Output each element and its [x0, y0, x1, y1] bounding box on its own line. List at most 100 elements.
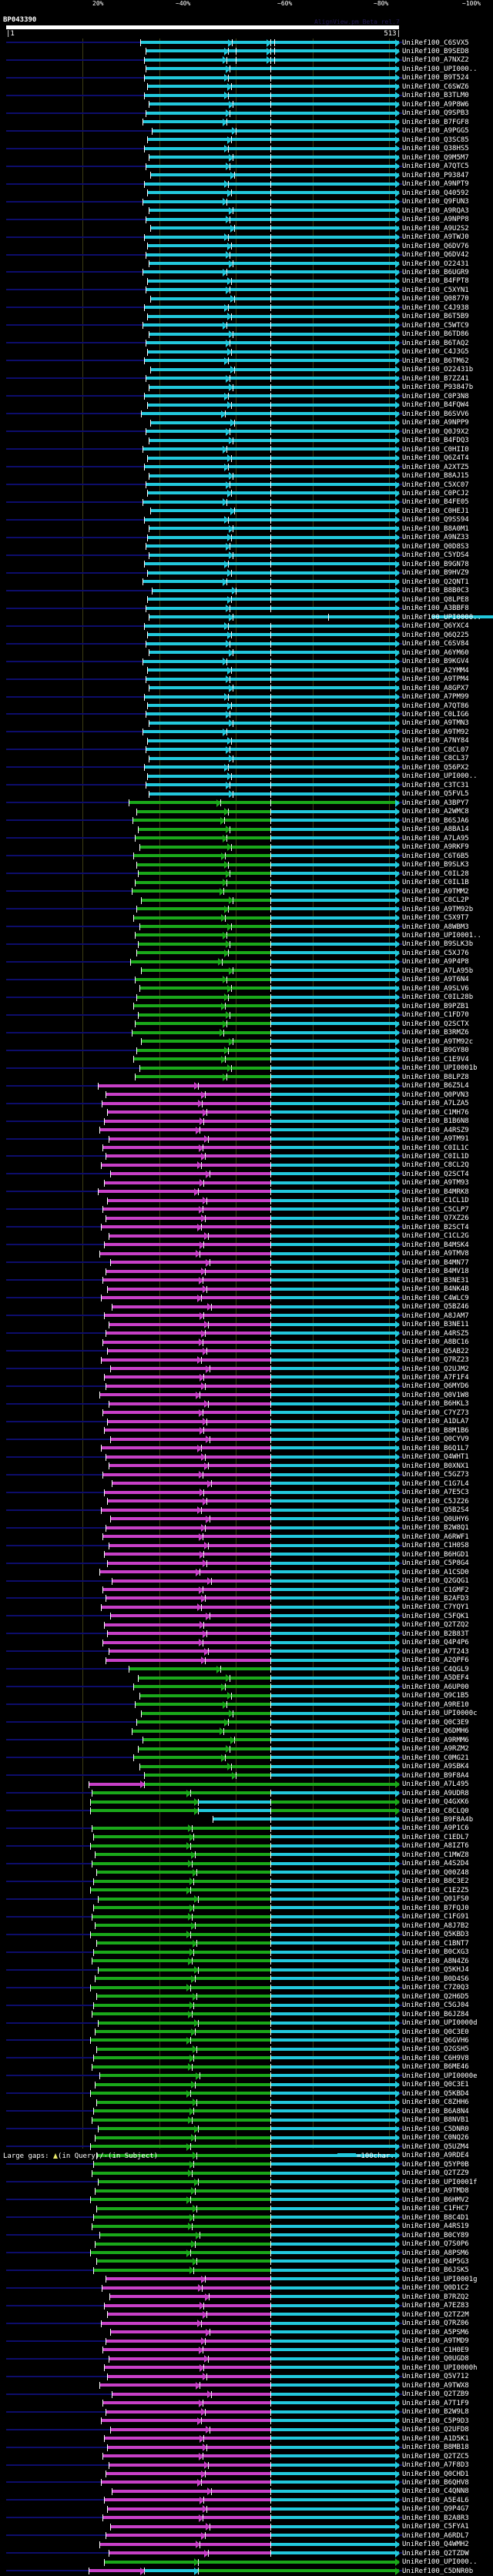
- alignment-row[interactable]: UniRef100_A6RWF1: [0, 1533, 493, 1541]
- alignment-row[interactable]: UniRef100_UPI0000..: [0, 613, 493, 621]
- hit-accession-label[interactable]: UniRef100_A8J7B2: [402, 1921, 469, 1930]
- hit-accession-label[interactable]: UniRef100_B0D4S6: [402, 1975, 469, 1983]
- alignment-row[interactable]: UniRef100_C1G7L4: [0, 1479, 493, 1488]
- alignment-row[interactable]: UniRef100_Q2TZ2M: [0, 2310, 493, 2319]
- hit-accession-label[interactable]: UniRef100_C0LIG6: [402, 710, 469, 719]
- alignment-row[interactable]: UniRef100_A8N4Z6: [0, 1957, 493, 1965]
- alignment-row[interactable]: UniRef100_C6SVX5: [0, 39, 493, 47]
- hit-accession-label[interactable]: UniRef100_Q2UJM2: [402, 1365, 469, 1373]
- alignment-row[interactable]: UniRef100_B6T5B9: [0, 313, 493, 321]
- hit-accession-label[interactable]: UniRef100_B6ME46: [402, 2063, 469, 2072]
- alignment-row[interactable]: UniRef100_C8ZHH6: [0, 2099, 493, 2107]
- hit-accession-label[interactable]: UniRef100_A6RWF1: [402, 1533, 469, 1541]
- alignment-row[interactable]: UniRef100_B6ME46: [0, 2063, 493, 2072]
- alignment-row[interactable]: UniRef100_B6Q1L7: [0, 1444, 493, 1452]
- alignment-row[interactable]: UniRef100_C4QNN8: [0, 2487, 493, 2496]
- hit-accession-label[interactable]: UniRef100_A9RE10: [402, 1700, 469, 1709]
- alignment-row[interactable]: UniRef100_B6TAQ2: [0, 339, 493, 347]
- hit-accession-label[interactable]: UniRef100_A7LA95b: [402, 966, 474, 975]
- hit-accession-label[interactable]: UniRef100_Q2UFD8: [402, 2426, 469, 2434]
- hit-accession-label[interactable]: UniRef100_O22431: [402, 260, 469, 268]
- alignment-row[interactable]: UniRef100_B8A0M1: [0, 524, 493, 533]
- alignment-row[interactable]: UniRef100_B6QHV8: [0, 2478, 493, 2487]
- hit-accession-label[interactable]: UniRef100_Q5V712: [402, 2373, 469, 2381]
- alignment-row[interactable]: UniRef100_Q7S0P6: [0, 2240, 493, 2249]
- hit-accession-label[interactable]: UniRef100_B6UGR9: [402, 268, 469, 276]
- alignment-row[interactable]: UniRef100_Q5FVL5: [0, 790, 493, 799]
- alignment-row[interactable]: UniRef100_Q6Z4T4: [0, 454, 493, 463]
- alignment-row[interactable]: UniRef100_B2AFD3: [0, 1594, 493, 1603]
- alignment-row[interactable]: UniRef100_Q6YXC4: [0, 622, 493, 631]
- alignment-row[interactable]: UniRef100_C4WLC9: [0, 1294, 493, 1302]
- hit-accession-label[interactable]: UniRef100_B4MRK8: [402, 1188, 469, 1196]
- hit-accession-label[interactable]: UniRef100_UPI0000c: [402, 1710, 478, 1718]
- alignment-row[interactable]: UniRef100_A6UP00: [0, 1683, 493, 1691]
- alignment-row[interactable]: UniRef100_Q5YP0B: [0, 2160, 493, 2169]
- hit-accession-label[interactable]: UniRef100_B4FE05: [402, 498, 469, 507]
- alignment-row[interactable]: UniRef100_C1FHC7: [0, 2205, 493, 2213]
- hit-accession-label[interactable]: UniRef100_B8C4D1: [402, 2213, 469, 2222]
- alignment-row[interactable]: UniRef100_UPI0000e: [0, 2072, 493, 2080]
- alignment-row[interactable]: UniRef100_A9NZ33: [0, 534, 493, 542]
- alignment-row[interactable]: UniRef100_A6RDL7: [0, 2531, 493, 2540]
- hit-accession-label[interactable]: UniRef100_Q6GVH6: [402, 2036, 469, 2045]
- hit-accession-label[interactable]: UniRef100_Q6Q225: [402, 631, 469, 639]
- hit-accession-label[interactable]: UniRef100_B7FGF8: [402, 118, 469, 126]
- alignment-row[interactable]: UniRef100_O22431b: [0, 366, 493, 374]
- hit-accession-label[interactable]: UniRef100_B6QHV8: [402, 2478, 469, 2487]
- hit-accession-label[interactable]: UniRef100_UPI0000e: [402, 2072, 478, 2080]
- alignment-row[interactable]: UniRef100_Q4P4P6: [0, 1639, 493, 1647]
- alignment-row[interactable]: UniRef100_C1MH76: [0, 1108, 493, 1117]
- alignment-row[interactable]: UniRef100_B2W8Q1: [0, 1524, 493, 1533]
- hit-accession-label[interactable]: UniRef100_Q3SC85: [402, 136, 469, 144]
- alignment-row[interactable]: UniRef100_C1FD70: [0, 1011, 493, 1020]
- alignment-row[interactable]: UniRef100_B2B83T: [0, 1630, 493, 1638]
- alignment-row[interactable]: UniRef100_B9T524: [0, 74, 493, 82]
- hit-accession-label[interactable]: UniRef100_C0IL1D: [402, 1152, 469, 1161]
- hit-accession-label[interactable]: UniRef100_Q7XZ26: [402, 1214, 469, 1223]
- alignment-row[interactable]: UniRef100_A9PGG5: [0, 127, 493, 136]
- alignment-row[interactable]: UniRef100_Q0UHY6: [0, 1515, 493, 1523]
- alignment-row[interactable]: UniRef100_Q2UJM2: [0, 1365, 493, 1373]
- alignment-row[interactable]: UniRef100_C3TC31: [0, 781, 493, 789]
- alignment-row[interactable]: UniRef100_B4MN77: [0, 1258, 493, 1267]
- alignment-row[interactable]: UniRef100_Q6MYD6: [0, 1382, 493, 1391]
- alignment-row[interactable]: UniRef100_C5FYA1: [0, 2523, 493, 2531]
- hit-accession-label[interactable]: UniRef100_A9P1C6: [402, 1824, 469, 1833]
- hit-accession-label[interactable]: UniRef100_B3TLM0: [402, 92, 469, 100]
- hit-accession-label[interactable]: UniRef100_A3BBF8: [402, 605, 469, 613]
- alignment-row[interactable]: UniRef100_B6UGR9: [0, 268, 493, 276]
- alignment-row[interactable]: UniRef100_Q6Q225: [0, 631, 493, 639]
- hit-accession-label[interactable]: UniRef100_B6TD86: [402, 330, 469, 339]
- hit-accession-label[interactable]: UniRef100_A6UP00: [402, 1683, 469, 1691]
- hit-accession-label[interactable]: UniRef100_Q7S0P6: [402, 2240, 469, 2249]
- alignment-row[interactable]: UniRef100_B0XNX1: [0, 1462, 493, 1470]
- hit-accession-label[interactable]: UniRef100_UPI0000h: [402, 2363, 478, 2372]
- hit-accession-label[interactable]: UniRef100_A2XTZ5: [402, 463, 469, 471]
- alignment-row[interactable]: UniRef100_B6Z5L4: [0, 1082, 493, 1090]
- hit-accession-label[interactable]: UniRef100_C0P3N8: [402, 392, 469, 400]
- alignment-row[interactable]: UniRef100_B7FGF8: [0, 118, 493, 126]
- alignment-row[interactable]: UniRef100_A9TMN3: [0, 719, 493, 728]
- alignment-row[interactable]: UniRef100_B8NVB1: [0, 2116, 493, 2125]
- alignment-row[interactable]: UniRef100_B8AJ15: [0, 472, 493, 481]
- alignment-row[interactable]: UniRef100_C0NQ26: [0, 2134, 493, 2142]
- hit-accession-label[interactable]: UniRef100_B9SLK3b: [402, 940, 474, 949]
- alignment-row[interactable]: UniRef100_C7YQY1: [0, 1603, 493, 1612]
- alignment-row[interactable]: UniRef100_A7LA95: [0, 834, 493, 842]
- alignment-row[interactable]: UniRef100_A5E4L6: [0, 2496, 493, 2504]
- hit-accession-label[interactable]: UniRef100_Q6DV42: [402, 251, 469, 260]
- hit-accession-label[interactable]: UniRef100_A7QT86: [402, 702, 469, 710]
- alignment-row[interactable]: UniRef100_B9F8A4: [0, 1771, 493, 1780]
- hit-accession-label[interactable]: UniRef100_Q9C1B5: [402, 1692, 469, 1700]
- alignment-row[interactable]: UniRef100_A9TM92b: [0, 905, 493, 913]
- alignment-row[interactable]: UniRef100_UPI000..: [0, 2558, 493, 2567]
- hit-accession-label[interactable]: UniRef100_C4J3G5: [402, 348, 469, 357]
- hit-accession-label[interactable]: UniRef100_C1MWZ8: [402, 1851, 469, 1859]
- hit-accession-label[interactable]: UniRef100_A9NPP9: [402, 419, 469, 427]
- alignment-row[interactable]: UniRef100_C5WTC9: [0, 321, 493, 330]
- hit-accession-label[interactable]: UniRef100_B2W8Q1: [402, 1524, 469, 1533]
- hit-accession-label[interactable]: UniRef100_A7F8D3: [402, 2461, 469, 2470]
- hit-accession-label[interactable]: UniRef100_C5DNR0b: [402, 2567, 474, 2575]
- alignment-row[interactable]: UniRef100_A9TWJ0: [0, 233, 493, 242]
